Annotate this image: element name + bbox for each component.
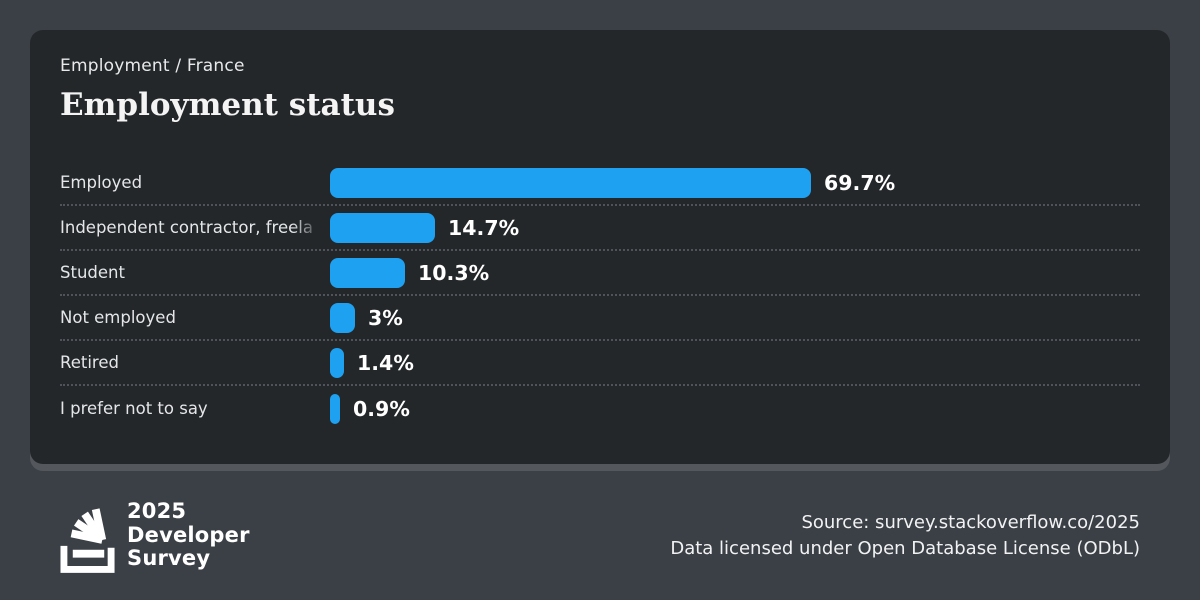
bar (330, 347, 344, 378)
bar-track: 14.7% (330, 206, 1140, 249)
footer: 2025 Developer Survey Source: survey.sta… (0, 471, 1200, 600)
bar-track: 3% (330, 296, 1140, 339)
stackoverflow-stack-icon (60, 507, 115, 573)
bar-chart: Employed 69.7% Independent contractor, fre… (60, 161, 1140, 431)
value-label: 0.9% (353, 396, 410, 421)
page-title: Employment status (60, 87, 395, 123)
bar (330, 257, 405, 288)
survey-brand: 2025 Developer Survey (60, 498, 250, 574)
value-label: 14.7% (448, 215, 520, 240)
category-label: Independent contractor, freela (60, 218, 313, 237)
chart-row: Employed 69.7% (60, 161, 1140, 206)
source-url-line: Source: survey.stackoverflow.co/2025 (801, 511, 1140, 533)
bar (330, 167, 811, 198)
brand-line-developer: Developer (127, 522, 250, 547)
category-label: I prefer not to say (60, 399, 208, 418)
chart-row: Student 10.3% (60, 251, 1140, 296)
brand-line-year: 2025 (127, 499, 187, 524)
license-line: Data licensed under Open Database Licens… (670, 537, 1140, 559)
value-label: 3% (368, 305, 403, 330)
category-label: Retired (60, 353, 119, 372)
value-label: 10.3% (418, 260, 490, 285)
source-attribution: Source: survey.stackoverflow.co/2025 Dat… (670, 510, 1140, 562)
survey-brand-text: 2025 Developer Survey (127, 500, 250, 571)
bar-track: 69.7% (330, 161, 1140, 204)
chart-row: Independent contractor, freela 14.7% (60, 206, 1140, 251)
value-label: 1.4% (357, 350, 414, 375)
bar (330, 393, 340, 424)
category-label: Employed (60, 173, 143, 192)
chart-row: Not employed 3% (60, 296, 1140, 341)
category-label: Not employed (60, 308, 176, 327)
bar-track: 10.3% (330, 251, 1140, 294)
bar-track: 1.4% (330, 341, 1140, 384)
brand-line-survey: Survey (127, 546, 211, 571)
category-label: Student (60, 263, 125, 282)
chart-card: Employment / France Employment status Em… (30, 30, 1170, 464)
chart-row: Retired 1.4% (60, 341, 1140, 386)
value-label: 69.7% (824, 170, 896, 195)
bar (330, 212, 435, 243)
bar-track: 0.9% (330, 386, 1140, 431)
breadcrumb: Employment / France (60, 56, 245, 76)
chart-row: I prefer not to say 0.9% (60, 386, 1140, 431)
bar (330, 302, 355, 333)
